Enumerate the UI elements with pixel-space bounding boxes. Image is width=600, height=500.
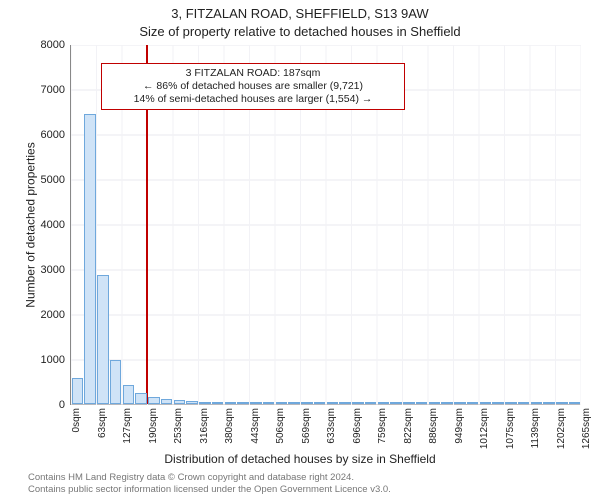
histogram-bar bbox=[531, 402, 543, 404]
annotation-line: 14% of semi-detached houses are larger (… bbox=[108, 93, 398, 106]
histogram-bar bbox=[301, 402, 313, 404]
histogram-bar bbox=[148, 397, 160, 404]
y-tick-label: 8000 bbox=[41, 39, 71, 51]
histogram-bar bbox=[416, 402, 428, 404]
annotation-line: 3 FITZALAN ROAD: 187sqm bbox=[108, 67, 398, 80]
histogram-bar bbox=[556, 402, 568, 404]
x-tick-label: 190sqm bbox=[148, 408, 159, 444]
x-tick-label: 127sqm bbox=[122, 408, 133, 444]
y-axis-label-container: Number of detached properties bbox=[14, 45, 28, 405]
histogram-bar bbox=[365, 402, 377, 404]
x-tick-label: 696sqm bbox=[352, 408, 363, 444]
x-tick-label: 633sqm bbox=[326, 408, 337, 444]
x-tick-label: 316sqm bbox=[199, 408, 210, 444]
histogram-bar bbox=[390, 402, 402, 404]
histogram-bar bbox=[569, 402, 581, 404]
histogram-bar bbox=[225, 402, 237, 404]
histogram-bar bbox=[72, 378, 84, 404]
x-tick-label: 822sqm bbox=[403, 408, 414, 444]
histogram-bar bbox=[454, 402, 466, 404]
histogram-bar bbox=[339, 402, 351, 404]
histogram-bar bbox=[480, 402, 492, 404]
histogram-bar bbox=[161, 399, 173, 404]
y-tick-label: 4000 bbox=[41, 219, 71, 231]
plot-area: 3 FITZALAN ROAD: 187sqm← 86% of detached… bbox=[70, 45, 580, 405]
x-tick-label: 1012sqm bbox=[479, 408, 490, 449]
x-tick-label: 949sqm bbox=[454, 408, 465, 444]
x-tick-label: 380sqm bbox=[224, 408, 235, 444]
histogram-bar bbox=[97, 275, 109, 404]
x-tick-label: 1265sqm bbox=[581, 408, 592, 449]
histogram-bar bbox=[212, 402, 224, 404]
histogram-bar bbox=[186, 401, 198, 404]
y-tick-label: 7000 bbox=[41, 84, 71, 96]
y-tick-label: 0 bbox=[59, 399, 71, 411]
title-subtitle: Size of property relative to detached ho… bbox=[0, 24, 600, 39]
x-tick-label: 63sqm bbox=[97, 408, 108, 438]
histogram-bar bbox=[518, 402, 530, 404]
x-tick-label: 1139sqm bbox=[530, 408, 541, 448]
histogram-bar bbox=[505, 402, 517, 404]
histogram-bar bbox=[327, 402, 339, 404]
x-tick-label: 1202sqm bbox=[556, 408, 567, 449]
histogram-bar bbox=[543, 402, 555, 404]
footer-line-2: Contains public sector information licen… bbox=[28, 484, 590, 496]
histogram-bar bbox=[403, 402, 415, 404]
histogram-bar bbox=[110, 360, 122, 404]
histogram-bar bbox=[429, 402, 441, 404]
histogram-bar bbox=[467, 402, 479, 404]
histogram-bar bbox=[174, 400, 186, 404]
x-tick-label: 253sqm bbox=[173, 408, 184, 444]
histogram-bar bbox=[378, 402, 390, 404]
annotation-line: ← 86% of detached houses are smaller (9,… bbox=[108, 80, 398, 93]
x-tick-label: 569sqm bbox=[301, 408, 312, 444]
y-tick-label: 2000 bbox=[41, 309, 71, 321]
histogram-bar bbox=[441, 402, 453, 404]
histogram-bar bbox=[250, 402, 262, 404]
histogram-bar bbox=[492, 402, 504, 404]
y-tick-label: 1000 bbox=[41, 354, 71, 366]
chart-container: 3, FITZALAN ROAD, SHEFFIELD, S13 9AW Siz… bbox=[0, 0, 600, 500]
y-tick-label: 6000 bbox=[41, 129, 71, 141]
title-address: 3, FITZALAN ROAD, SHEFFIELD, S13 9AW bbox=[0, 6, 600, 21]
x-tick-label: 1075sqm bbox=[505, 408, 516, 449]
histogram-bar bbox=[314, 402, 326, 404]
histogram-bar bbox=[123, 385, 135, 404]
y-tick-label: 5000 bbox=[41, 174, 71, 186]
histogram-bar bbox=[352, 402, 364, 404]
histogram-bar bbox=[276, 402, 288, 404]
x-tick-label: 759sqm bbox=[377, 408, 388, 444]
x-axis-label: Distribution of detached houses by size … bbox=[0, 452, 600, 466]
x-tick-label: 443sqm bbox=[250, 408, 261, 444]
x-tick-label: 0sqm bbox=[71, 408, 82, 432]
histogram-bar bbox=[199, 402, 211, 404]
footer-line-1: Contains HM Land Registry data © Crown c… bbox=[28, 472, 590, 484]
y-axis-label: Number of detached properties bbox=[24, 142, 38, 307]
x-tick-label: 886sqm bbox=[428, 408, 439, 444]
histogram-bar bbox=[237, 402, 249, 404]
y-tick-label: 3000 bbox=[41, 264, 71, 276]
x-tick-label: 506sqm bbox=[275, 408, 286, 444]
histogram-bar bbox=[135, 393, 147, 404]
histogram-bar bbox=[84, 114, 96, 404]
histogram-bar bbox=[288, 402, 300, 404]
annotation-box: 3 FITZALAN ROAD: 187sqm← 86% of detached… bbox=[101, 63, 405, 110]
histogram-bar bbox=[263, 402, 275, 404]
footer-attribution: Contains HM Land Registry data © Crown c… bbox=[28, 472, 590, 496]
